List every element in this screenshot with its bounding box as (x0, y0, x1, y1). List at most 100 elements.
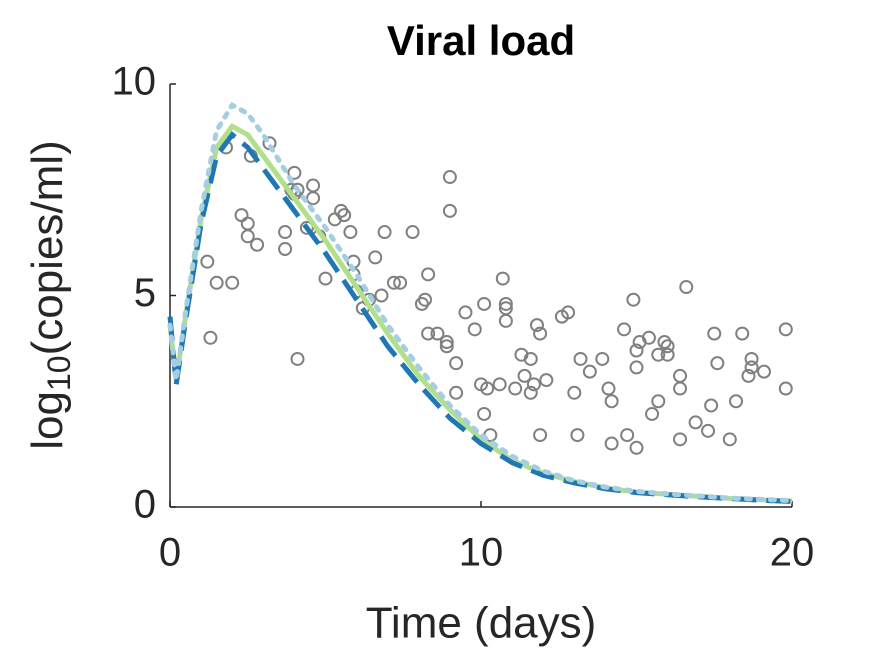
data-point (595, 351, 610, 366)
data-point (660, 347, 675, 362)
data-point (651, 347, 666, 362)
x-tick-label: 20 (770, 531, 815, 575)
data-point (722, 432, 737, 447)
data-point (744, 360, 759, 375)
data-point (526, 377, 541, 392)
data-point (442, 170, 457, 185)
x-tick-label: 10 (459, 531, 504, 575)
data-point (707, 326, 722, 341)
y-tick-label: 0 (134, 483, 156, 527)
data-point (290, 351, 305, 366)
data-point (480, 381, 495, 396)
data-point (421, 267, 436, 282)
data-point (368, 250, 383, 265)
data-point (209, 275, 224, 290)
data-point (673, 432, 688, 447)
data-point (757, 364, 772, 379)
data-point (306, 178, 321, 193)
data-point (337, 208, 352, 223)
data-point (604, 436, 619, 451)
data-point (778, 322, 793, 337)
data-point (498, 313, 513, 328)
y-tick-label: 5 (134, 271, 156, 315)
chart-title: Viral load (387, 17, 575, 64)
data-point (523, 351, 538, 366)
data-point (449, 385, 464, 400)
data-point (539, 373, 554, 388)
data-point (234, 208, 249, 223)
data-point (620, 428, 635, 443)
data-point (660, 339, 675, 354)
data-point (567, 385, 582, 400)
data-point (477, 406, 492, 421)
data-point (225, 275, 240, 290)
data-point (439, 335, 454, 350)
data-point (418, 292, 433, 307)
data-point (200, 254, 215, 269)
data-point (477, 296, 492, 311)
data-point (629, 440, 644, 455)
data-point (374, 288, 389, 303)
data-point (561, 305, 576, 320)
data-point (741, 368, 756, 383)
line-series (167, 101, 795, 504)
data-point (641, 330, 656, 345)
data-point (744, 351, 759, 366)
line-series (167, 131, 793, 504)
data-point (582, 364, 597, 379)
data-point (645, 406, 660, 421)
data-point (386, 275, 401, 290)
data-point (299, 220, 314, 235)
data-point (629, 343, 644, 358)
data-point (626, 292, 641, 307)
data-point (498, 296, 513, 311)
data-point (405, 225, 420, 240)
data-point (673, 368, 688, 383)
data-point (458, 305, 473, 320)
data-point (203, 330, 218, 345)
data-point (240, 216, 255, 231)
data-point (704, 398, 719, 413)
data-point (306, 191, 321, 206)
data-point (673, 381, 688, 396)
data-point (287, 165, 302, 180)
data-point (688, 415, 703, 430)
data-point (529, 318, 544, 333)
data-point (421, 326, 436, 341)
y-axis-label: log10(copies/ml) (23, 140, 78, 449)
data-point (710, 356, 725, 371)
data-point (449, 356, 464, 371)
data-point (533, 428, 548, 443)
data-point (651, 394, 666, 409)
data-point (492, 377, 507, 392)
y-label-part: log (23, 391, 72, 450)
data-point (778, 381, 793, 396)
data-point (601, 381, 616, 396)
data-point (735, 326, 750, 341)
data-point (617, 322, 632, 337)
y-label-subscript: 10 (41, 355, 77, 391)
y-label-part: (copies/ml) (23, 140, 72, 355)
data-point (377, 225, 392, 240)
data-point (442, 203, 457, 218)
data-point (430, 326, 445, 341)
data-point (533, 326, 548, 341)
data-point (523, 385, 538, 400)
data-point (290, 182, 305, 197)
data-point (318, 271, 333, 286)
data-point (701, 423, 716, 438)
data-point (467, 322, 482, 337)
data-point (495, 271, 510, 286)
data-point (250, 237, 265, 252)
data-point (393, 275, 408, 290)
data-point (508, 381, 523, 396)
data-point (240, 229, 255, 244)
y-tick-label: 10 (112, 60, 157, 104)
data-point (570, 428, 585, 443)
data-point (679, 280, 694, 295)
data-point (278, 225, 293, 240)
x-tick-label: 0 (159, 531, 181, 575)
data-point (439, 339, 454, 354)
x-axis-label: Time (days) (366, 599, 597, 648)
